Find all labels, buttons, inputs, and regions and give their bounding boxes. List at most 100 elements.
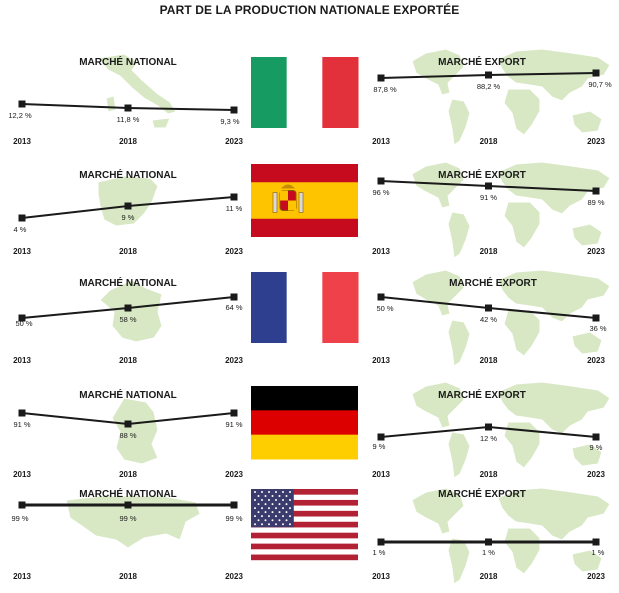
data-point bbox=[377, 177, 385, 185]
data-label: 96 % bbox=[372, 188, 389, 197]
data-point bbox=[377, 293, 385, 301]
data-label: 91 % bbox=[13, 420, 30, 429]
world-map-icon bbox=[411, 161, 611, 259]
chart-title: MARCHÉ EXPORT bbox=[449, 276, 537, 289]
data-point bbox=[230, 501, 238, 509]
x-tick-label: 2018 bbox=[480, 137, 498, 146]
chart-left-row-0: MARCHÉ NATIONAL 12,2 % 11,8 % 9,3 % 2013 2018… bbox=[8, 53, 243, 146]
x-tick-label: 2023 bbox=[587, 137, 605, 146]
data-point bbox=[124, 501, 132, 509]
data-label: 1 % bbox=[482, 548, 495, 557]
x-tick-label: 2023 bbox=[225, 470, 243, 479]
spain-map-icon bbox=[97, 175, 159, 227]
data-point bbox=[485, 538, 492, 546]
x-tick-label: 2013 bbox=[13, 572, 31, 581]
chart-left-row-4: MARCHÉ NATIONAL 99 % 99 % 99 % 2013 2018 2023 bbox=[11, 487, 243, 581]
x-tick-label: 2018 bbox=[480, 247, 498, 256]
chart-left-row-1: MARCHÉ NATIONAL 4 % 9 % 11 % 2013 2018 2023 bbox=[13, 168, 243, 256]
chart-title: MARCHÉ NATIONAL bbox=[79, 487, 177, 500]
data-label: 42 % bbox=[480, 315, 497, 324]
data-label: 99 % bbox=[225, 514, 242, 523]
data-point bbox=[230, 106, 238, 114]
x-tick-label: 2013 bbox=[13, 137, 31, 146]
chart-title: MARCHÉ EXPORT bbox=[438, 168, 526, 181]
data-point bbox=[18, 409, 26, 417]
chart-title: MARCHÉ NATIONAL bbox=[79, 55, 177, 68]
x-tick-label: 2013 bbox=[372, 572, 390, 581]
data-point bbox=[592, 69, 600, 77]
data-label: 11,8 % bbox=[117, 115, 140, 124]
data-label: 9 % bbox=[590, 443, 603, 452]
germany-map-icon bbox=[111, 397, 159, 465]
data-point bbox=[377, 74, 385, 82]
spain-flag-icon bbox=[251, 164, 358, 237]
data-point bbox=[124, 104, 132, 112]
x-tick-label: 2018 bbox=[119, 247, 137, 256]
x-tick-label: 2023 bbox=[587, 572, 605, 581]
data-point bbox=[18, 100, 26, 108]
data-label: 4 % bbox=[14, 225, 27, 234]
data-point bbox=[592, 187, 600, 195]
data-point bbox=[18, 314, 26, 322]
data-label: 12,2 % bbox=[8, 111, 32, 120]
x-tick-label: 2018 bbox=[119, 356, 137, 365]
data-label: 99 % bbox=[11, 514, 28, 523]
x-tick-label: 2018 bbox=[119, 572, 137, 581]
usa-map-icon bbox=[65, 495, 201, 549]
usa-flag-icon bbox=[251, 489, 358, 561]
x-tick-label: 2018 bbox=[480, 356, 498, 365]
data-point bbox=[124, 202, 132, 210]
data-label: 58 % bbox=[119, 315, 136, 324]
data-label: 36 % bbox=[589, 324, 606, 333]
data-label: 64 % bbox=[225, 303, 242, 312]
data-label: 90,7 % bbox=[588, 80, 612, 89]
data-label: 99 % bbox=[119, 514, 136, 523]
data-point bbox=[485, 423, 492, 431]
data-label: 9 % bbox=[373, 442, 386, 451]
chart-right-row-0: MARCHÉ EXPORT 87,8 % 88,2 % 90,7 % 2013 2018 2… bbox=[372, 48, 612, 146]
chart-title: MARCHÉ EXPORT bbox=[438, 55, 526, 68]
data-point bbox=[230, 293, 238, 301]
data-label: 88 % bbox=[119, 431, 136, 440]
chart-right-row-2: MARCHÉ EXPORT 50 % 42 % 36 % 2013 2018 2023 bbox=[372, 269, 611, 367]
data-label: 1 % bbox=[592, 548, 605, 557]
data-point bbox=[18, 214, 26, 222]
x-tick-label: 2018 bbox=[119, 470, 137, 479]
data-point bbox=[124, 304, 132, 312]
data-label: 9,3 % bbox=[220, 117, 240, 126]
france-flag-icon bbox=[251, 272, 359, 343]
data-label: 1 % bbox=[373, 548, 386, 557]
chart-right-row-4: MARCHÉ EXPORT 1 % 1 % 1 % 2013 2018 2023 bbox=[372, 487, 611, 585]
x-tick-label: 2013 bbox=[372, 247, 390, 256]
x-tick-label: 2018 bbox=[119, 137, 137, 146]
x-tick-label: 2013 bbox=[372, 356, 390, 365]
data-label: 50 % bbox=[15, 319, 32, 328]
data-label: 9 % bbox=[122, 213, 135, 222]
x-tick-label: 2023 bbox=[225, 247, 243, 256]
x-tick-label: 2023 bbox=[225, 137, 243, 146]
data-point bbox=[485, 304, 492, 312]
data-label: 89 % bbox=[587, 198, 604, 207]
germany-flag-icon bbox=[251, 386, 358, 460]
x-tick-label: 2013 bbox=[13, 247, 31, 256]
italy-flag-icon bbox=[251, 57, 359, 128]
x-tick-label: 2023 bbox=[225, 572, 243, 581]
chart-left-row-2: MARCHÉ NATIONAL 50 % 58 % 64 % 2013 2018 2023 bbox=[13, 276, 243, 365]
chart-right-row-1: MARCHÉ EXPORT 96 % 91 % 89 % 2013 2018 2023 bbox=[372, 161, 611, 259]
data-label: 91 % bbox=[225, 420, 242, 429]
chart-title: MARCHÉ NATIONAL bbox=[79, 388, 177, 401]
data-point bbox=[230, 193, 238, 201]
chart-title: MARCHÉ EXPORT bbox=[438, 388, 526, 401]
data-point bbox=[18, 501, 26, 509]
data-point bbox=[592, 314, 600, 322]
data-point bbox=[485, 182, 492, 190]
data-point bbox=[377, 538, 385, 546]
data-point bbox=[377, 433, 385, 441]
x-tick-label: 2018 bbox=[480, 470, 498, 479]
x-tick-label: 2013 bbox=[13, 356, 31, 365]
x-tick-label: 2023 bbox=[587, 470, 605, 479]
chart-title: MARCHÉ NATIONAL bbox=[79, 168, 177, 181]
data-point bbox=[230, 409, 238, 417]
x-tick-label: 2023 bbox=[587, 356, 605, 365]
